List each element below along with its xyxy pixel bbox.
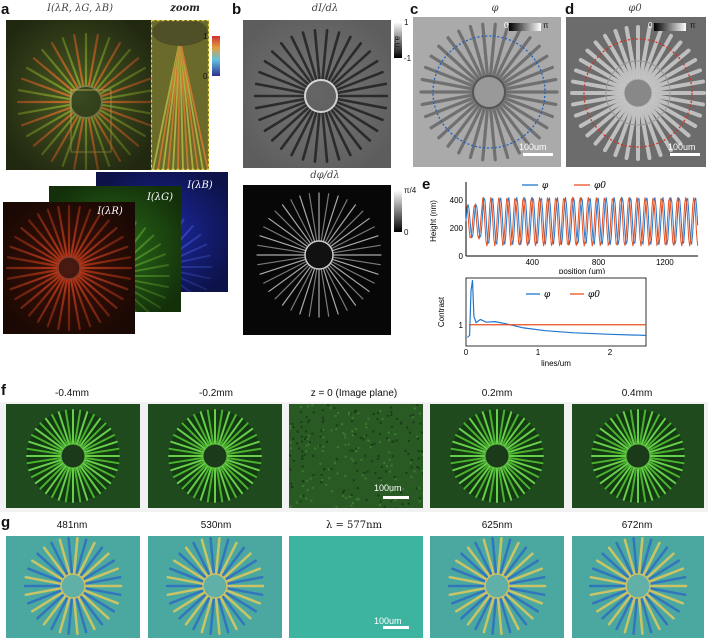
- panel-c-title: φ: [491, 3, 499, 14]
- height-xtick-1: 800: [592, 258, 606, 267]
- contrast-xtick-1: 1: [536, 348, 541, 357]
- panel-c-scale-label: 100um: [519, 142, 547, 152]
- panel-label-g: g: [1, 514, 11, 531]
- panel-label-d: d: [565, 1, 575, 18]
- panel-g-caption-4: 672nm: [621, 520, 653, 531]
- panel-c-cb-min: 0: [504, 21, 509, 30]
- panel-b-cb2-min: 0: [404, 228, 409, 237]
- panel-d-cb-max: π: [690, 21, 696, 30]
- panel-b-cb-unit: a.u.: [393, 36, 402, 50]
- height-series-0: [465, 196, 699, 246]
- phase-phi0-image: [566, 17, 706, 167]
- zoom-image: [151, 20, 209, 170]
- panel-f-caption-0: -0.4mm: [55, 388, 89, 399]
- height-xtick-0: 400: [526, 258, 540, 267]
- panel-b-title: dI/dλ: [311, 3, 339, 14]
- panel-g-caption-2: λ = 577nm: [325, 520, 383, 531]
- height-xtick-2: 1200: [656, 258, 674, 267]
- contrast-xtick-2: 2: [608, 348, 613, 357]
- height-xlabel: position (um): [559, 267, 606, 274]
- panel-g-caption-1: 530nm: [200, 520, 232, 531]
- height-ytick-1: 200: [450, 224, 464, 233]
- contrast-ytick-0: 1: [459, 321, 464, 330]
- contrast-frame: [465, 277, 647, 347]
- panel-c-cb-max: π: [543, 21, 549, 30]
- panel-d-title: φ0: [628, 3, 642, 14]
- defocus-image-plus-0-2: [430, 404, 564, 508]
- panel-f-caption-2: z = 0 (Image plane): [310, 388, 398, 399]
- panel-b-colorbar: [394, 22, 402, 58]
- panel-g-caption-3: 625nm: [481, 520, 513, 531]
- panel-a-title: I(λR, λG, λB): [47, 3, 113, 14]
- dphidl-image: [243, 185, 391, 335]
- contrast-xlabel: lines/um: [541, 359, 571, 368]
- contrast-xtick-0: 0: [464, 348, 469, 357]
- contrast-legend-label-1: φ0: [588, 290, 600, 300]
- wavelength-image-625: [430, 536, 564, 638]
- height-profile-chart: 400 800 1200 0 200 400 position (um) Height (nm…: [430, 181, 699, 274]
- panel-a-cb-max: 1: [203, 32, 208, 41]
- rgb-composite-image: [6, 20, 151, 170]
- height-ylabel: Height (nm): [430, 200, 438, 242]
- panel-b-cb-max: 1: [404, 18, 409, 27]
- image-plane-image: [289, 404, 423, 508]
- panel-label-c: c: [410, 1, 419, 18]
- height-ytick-0: 0: [459, 252, 464, 261]
- contrast-series-0: [466, 280, 647, 338]
- panel-d-scale-label: 100um: [668, 142, 696, 152]
- height-legend-label-1: φ0: [594, 181, 606, 191]
- panel-g-scale-label: 100um: [374, 616, 402, 626]
- defocus-image-plus-0-4: [572, 404, 704, 508]
- defocus-image-minus-0-2: [148, 404, 282, 508]
- height-series-1: [465, 196, 699, 247]
- defocus-image-minus-0-4: [6, 404, 140, 508]
- panel-label-b: b: [232, 1, 242, 18]
- panel-b-title2: dφ/dλ: [310, 170, 340, 181]
- green-channel-label: I(λG): [146, 192, 174, 203]
- height-ytick-2: 400: [450, 196, 464, 205]
- panel-label-a: a: [1, 1, 10, 18]
- panel-label-e: e: [422, 176, 431, 193]
- phase-phi-image: [413, 17, 561, 167]
- red-channel-label: I(λR): [97, 206, 123, 217]
- contrast-legend-label-0: φ: [544, 290, 551, 300]
- wavelength-image-481: [6, 536, 140, 638]
- panel-d-cb-min: 0: [648, 21, 653, 30]
- panel-a-colorbar: [212, 36, 220, 76]
- panel-b-cb-min: -1: [404, 54, 412, 63]
- wavelength-image-577: [289, 536, 423, 638]
- red-channel-image: [3, 202, 135, 334]
- blue-channel-label: I(λB): [187, 180, 213, 191]
- panel-b-colorbar2: [394, 190, 402, 232]
- panel-f-caption-1: -0.2mm: [199, 388, 233, 399]
- panel-label-f: f: [1, 382, 6, 399]
- wavelength-image-530: [148, 536, 282, 638]
- contrast-ylabel: Contrast: [437, 296, 446, 327]
- panel-f-caption-3: 0.2mm: [481, 388, 513, 399]
- height-legend-label-0: φ: [542, 181, 549, 191]
- panel-b-cb2-max: π/4: [404, 186, 417, 195]
- panel-f-scale-label: 100um: [374, 483, 402, 493]
- panel-a-zoom-title: zoom: [170, 3, 200, 14]
- panel-a-cb-min: 0: [203, 72, 208, 81]
- panel-f-caption-4: 0.4mm: [621, 388, 653, 399]
- panel-g-caption-0: 481nm: [56, 520, 88, 531]
- wavelength-image-672: [572, 536, 704, 638]
- didl-image: [243, 20, 391, 168]
